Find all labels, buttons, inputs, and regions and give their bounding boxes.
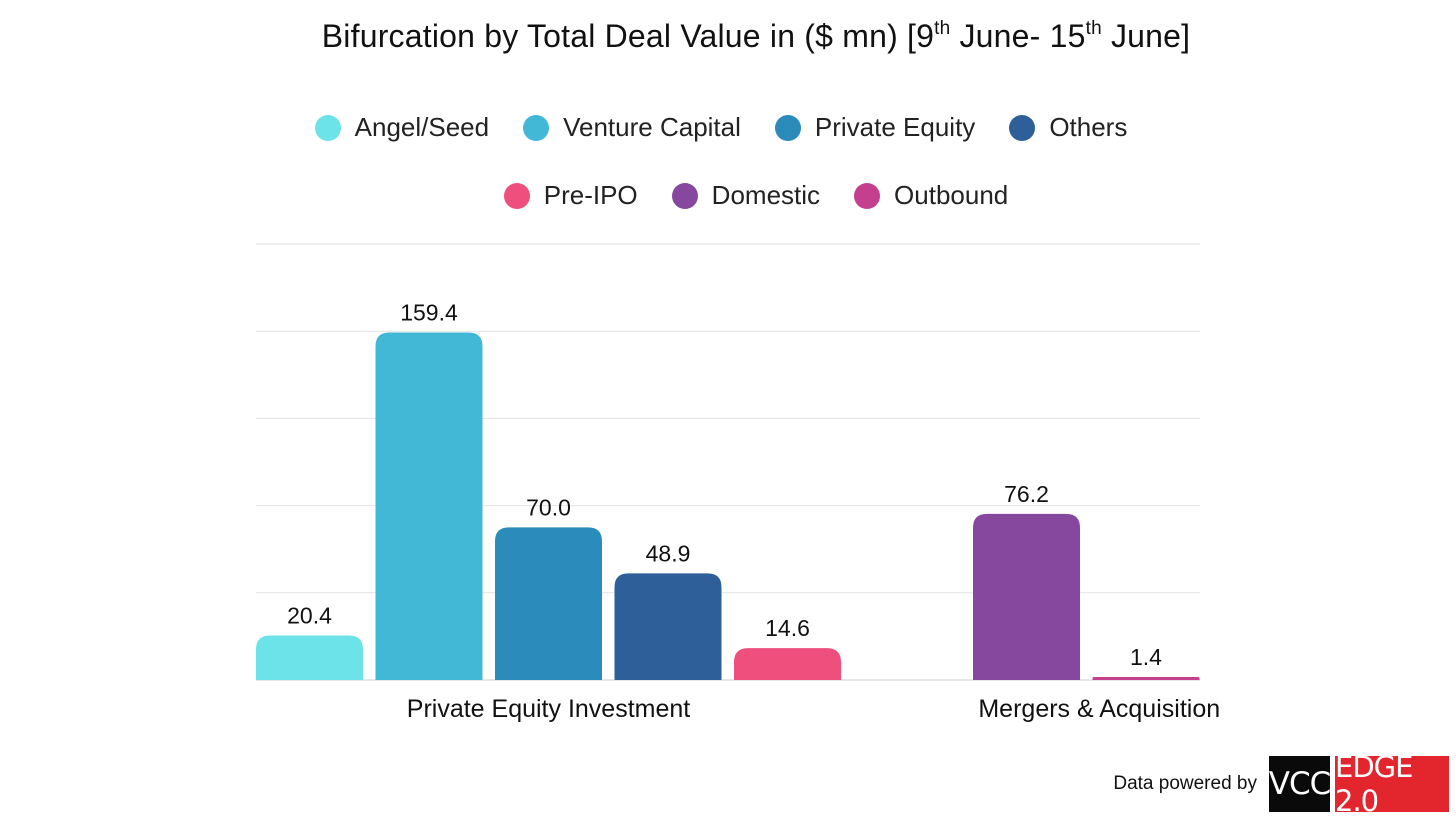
bar-venture-capital[interactable] [375, 332, 483, 680]
bar-domestic[interactable] [973, 513, 1080, 680]
legend-item-others[interactable]: Others [1009, 112, 1127, 143]
chart-title: Bifurcation by Total Deal Value in ($ mn… [321, 18, 1191, 54]
data-label: 48.9 [646, 540, 691, 566]
legend-label: Outbound [894, 180, 1009, 210]
legend-label: Private Equity [814, 112, 976, 142]
legend-item-venture-capital[interactable]: Venture Capital [523, 112, 741, 143]
footer-text: Data powered by [1113, 773, 1257, 794]
bar-private-equity[interactable] [495, 527, 602, 680]
legend-label: Domestic [711, 180, 821, 210]
legend-swatch [314, 114, 341, 141]
category-label: Private Equity Investment [407, 695, 691, 723]
legend-item-outbound[interactable]: Outbound [854, 180, 1008, 211]
legend-label: Angel/Seed [354, 112, 490, 142]
legend-item-angel-seed[interactable]: Angel/Seed [314, 112, 490, 143]
edge-logo: EDGE 2.0 [1335, 750, 1449, 818]
legend-row-2: Pre-IPO Domestic Outbound [28, 180, 1456, 211]
legend-item-pre-ipo[interactable]: Pre-IPO [503, 180, 638, 211]
category-label: Mergers & Acquisition [978, 695, 1220, 723]
data-label: 1.4 [1130, 644, 1162, 670]
legend-swatch [671, 182, 698, 209]
legend-swatch [774, 114, 801, 141]
data-label: 76.2 [1004, 481, 1049, 507]
data-label: 20.4 [287, 603, 332, 629]
vcc-logo: VCC [1269, 756, 1331, 812]
legend-swatch [854, 182, 881, 209]
legend-label: Others [1049, 112, 1128, 142]
bar-outbound[interactable] [1092, 676, 1200, 680]
legend-label: Venture Capital [563, 112, 741, 142]
legend-label: Pre-IPO [543, 180, 638, 210]
legend-swatch [523, 114, 550, 141]
bar-angel-seed[interactable] [256, 635, 363, 680]
data-label: 14.6 [765, 615, 810, 641]
footer-branding: Data powered by VCC EDGE 2.0 [1113, 750, 1449, 818]
legend-swatch [1009, 114, 1036, 141]
bar-pre-ipo[interactable] [734, 648, 841, 680]
legend-item-private-equity[interactable]: Private Equity [774, 112, 976, 143]
legend-item-domestic[interactable]: Domestic [671, 180, 821, 211]
legend-swatch [503, 182, 530, 209]
data-label: 159.4 [400, 300, 458, 326]
bar-others[interactable] [614, 573, 722, 680]
data-label: 70.0 [526, 494, 571, 520]
legend-row-1: Angel/Seed Venture Capital Private Equit… [0, 112, 1449, 143]
